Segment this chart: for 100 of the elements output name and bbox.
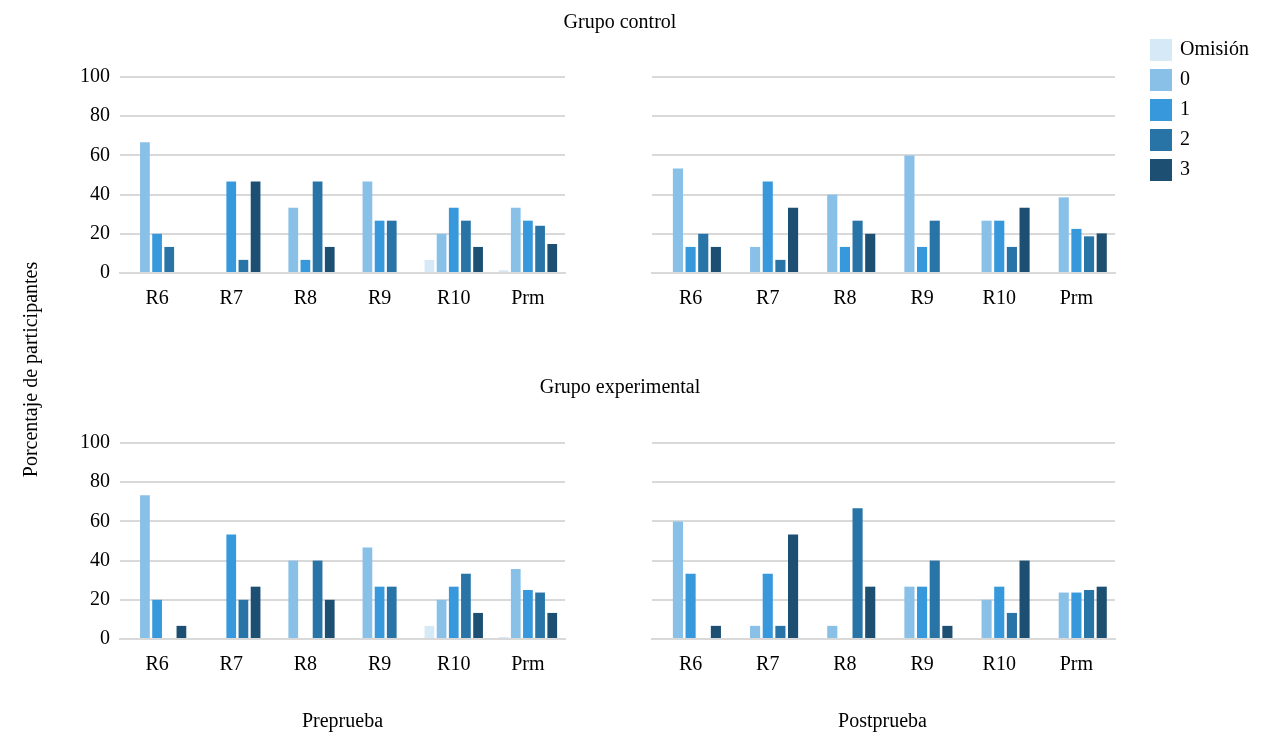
bar <box>827 194 838 272</box>
bar <box>374 220 385 272</box>
y-axis-title: Porcentaje de participantes <box>18 260 42 480</box>
x-tick-label: R7 <box>219 286 243 309</box>
x-tick-label: Prm <box>511 652 546 675</box>
bar <box>788 534 799 638</box>
bar <box>775 259 786 272</box>
bar <box>176 625 187 638</box>
legend-label: Omisión <box>1180 37 1249 59</box>
bar <box>324 246 335 272</box>
bar <box>473 612 483 638</box>
legend-label: 2 <box>1180 127 1190 149</box>
x-tick-label: R10 <box>437 652 471 675</box>
bar <box>1006 612 1017 638</box>
legend-label: 1 <box>1180 97 1190 119</box>
bar <box>1084 590 1095 638</box>
bar <box>1071 228 1082 272</box>
bar <box>300 259 311 272</box>
x-tick-label: R6 <box>678 652 703 675</box>
y-tick-label: 100 <box>80 64 110 87</box>
x-tick-label: R8 <box>833 286 857 309</box>
bar <box>436 233 447 272</box>
bar <box>710 625 721 638</box>
bar <box>788 207 799 272</box>
x-tick-label: R7 <box>756 652 780 675</box>
y-tick-label: 100 <box>80 430 110 453</box>
legend-label: 0 <box>1180 67 1190 89</box>
bar <box>288 207 299 272</box>
text: Grupo control <box>562 10 678 33</box>
bar <box>461 573 471 638</box>
bar <box>523 220 533 272</box>
bar <box>152 233 162 272</box>
x-tick-label: R10 <box>982 652 1016 675</box>
bar <box>685 573 696 638</box>
bar <box>750 625 761 638</box>
y-tick-label: 60 <box>90 142 110 165</box>
bar <box>827 625 838 638</box>
text: Grupo experimental <box>538 375 702 398</box>
bar <box>852 508 863 638</box>
bar <box>288 560 299 638</box>
bar <box>762 181 773 272</box>
bar <box>448 207 459 272</box>
bar <box>672 168 683 272</box>
x-tick-label: R10 <box>982 286 1016 309</box>
bar <box>386 586 397 638</box>
bar <box>1058 592 1069 638</box>
bar <box>510 207 521 272</box>
x-tick-label: Prm <box>511 286 546 309</box>
bar <box>852 220 863 272</box>
bar <box>929 560 940 638</box>
bar <box>904 155 915 272</box>
x-tick-label: R6 <box>678 286 703 309</box>
bar <box>424 259 435 272</box>
y-tick-label: 40 <box>90 547 110 570</box>
bar <box>226 534 237 638</box>
bar <box>698 233 709 272</box>
bar <box>312 560 323 638</box>
bar <box>750 246 761 272</box>
bar <box>424 625 435 638</box>
bar <box>1019 207 1030 272</box>
bar <box>523 590 533 638</box>
bar <box>994 220 1005 272</box>
x-tick-label: R8 <box>293 286 318 309</box>
y-tick-label: 80 <box>90 469 110 492</box>
x-tick-label: R8 <box>293 652 318 675</box>
bar <box>362 181 373 272</box>
bar <box>904 586 915 638</box>
bar <box>1084 236 1095 272</box>
x-axis-title: Preprueba <box>300 709 385 732</box>
x-axis-title: Postprueba <box>837 709 928 732</box>
bar <box>140 142 150 272</box>
bar <box>710 246 721 272</box>
bar <box>929 220 940 272</box>
y-tick-label: 0 <box>100 626 110 649</box>
bar <box>1096 586 1107 638</box>
bar <box>994 586 1005 638</box>
bar <box>917 586 928 638</box>
y-tick-label: 40 <box>90 181 110 204</box>
bar <box>448 586 459 638</box>
bar <box>324 599 335 638</box>
x-tick-label: R6 <box>145 286 169 309</box>
x-tick-label: R9 <box>367 286 392 309</box>
bar <box>436 599 447 638</box>
bar <box>535 592 545 638</box>
x-tick-label: R9 <box>910 652 934 675</box>
bar <box>386 220 397 272</box>
bar <box>865 233 876 272</box>
x-tick-label: Prm <box>1059 286 1094 309</box>
bar <box>762 573 773 638</box>
legend-label: 3 <box>1180 157 1190 179</box>
bar <box>226 181 237 272</box>
bar <box>461 220 471 272</box>
y-tick-label: 60 <box>90 508 110 531</box>
y-tick-label: 20 <box>90 221 110 244</box>
bar <box>250 181 261 272</box>
bar <box>312 181 323 272</box>
bar <box>685 246 696 272</box>
bar <box>164 246 175 272</box>
bar <box>238 599 249 638</box>
bar <box>672 521 683 638</box>
